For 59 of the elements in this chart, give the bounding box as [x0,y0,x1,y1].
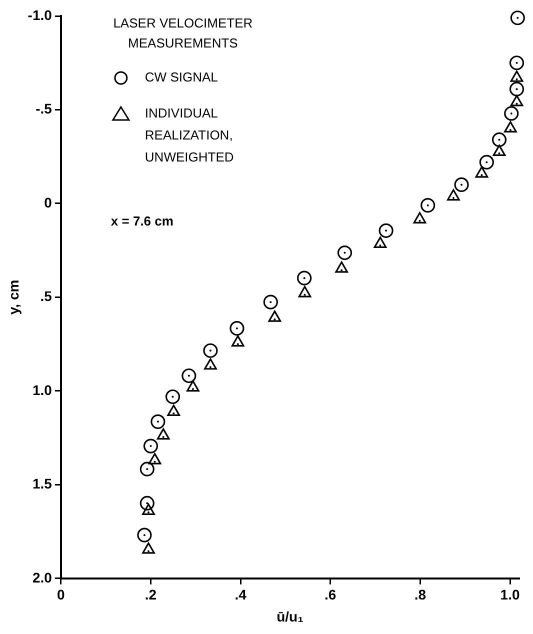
annotation: x = 7.6 cm [110,214,174,229]
point [509,82,524,96]
x-tick-label: .4 [234,586,247,603]
point [167,404,180,416]
point [337,245,352,260]
legend-label: CW SIGNAL [144,70,218,85]
x-axis-title: ū/u₁ [276,608,304,624]
point [510,70,524,82]
point [140,462,154,476]
point [509,56,524,70]
point [140,496,154,511]
point [204,358,217,370]
y-tick-label: 1.5 [32,476,52,492]
point [492,132,507,148]
point [454,177,469,192]
point [504,106,519,121]
point [492,144,506,156]
y-tick-label: 0 [44,194,52,210]
y-tick-label: 1.0 [32,382,52,398]
point [475,166,488,178]
x-tick-label: 0 [57,586,66,603]
y-tick-label: -1.0 [28,6,52,23]
y-tick-label: 2.0 [32,569,52,586]
legend-label: INDIVIDUAL REALIZATION, UNWEIGHTED [144,106,234,165]
point [203,343,218,358]
point [335,261,348,273]
point [378,223,394,238]
point [420,198,436,213]
point [230,321,244,336]
point [447,189,460,201]
point [137,528,152,542]
point [510,94,524,106]
point [297,270,312,286]
x-tick-label: 1.0 [500,586,520,603]
point [374,236,387,248]
y-tick-label: .5 [40,288,52,304]
y-tick-label: -.5 [36,100,52,117]
x-tick-label: .6 [324,586,336,603]
y-axis-title: y, cm [5,280,22,315]
point [510,10,525,26]
point [268,310,282,322]
point [150,414,166,429]
point [231,335,244,347]
point [143,438,158,454]
legend-title: LASER VELOCIMETER MEASUREMENTS [113,16,253,51]
x-tick-label: .8 [414,586,426,603]
point [186,380,200,392]
point [142,504,155,515]
point [298,286,312,298]
point [479,154,494,170]
point [182,368,196,384]
point [165,389,180,404]
point [504,121,517,133]
point [142,542,155,554]
x-tick-label: .2 [144,586,157,603]
point [156,428,170,440]
point [148,452,162,464]
point [413,212,426,224]
point [263,294,278,310]
